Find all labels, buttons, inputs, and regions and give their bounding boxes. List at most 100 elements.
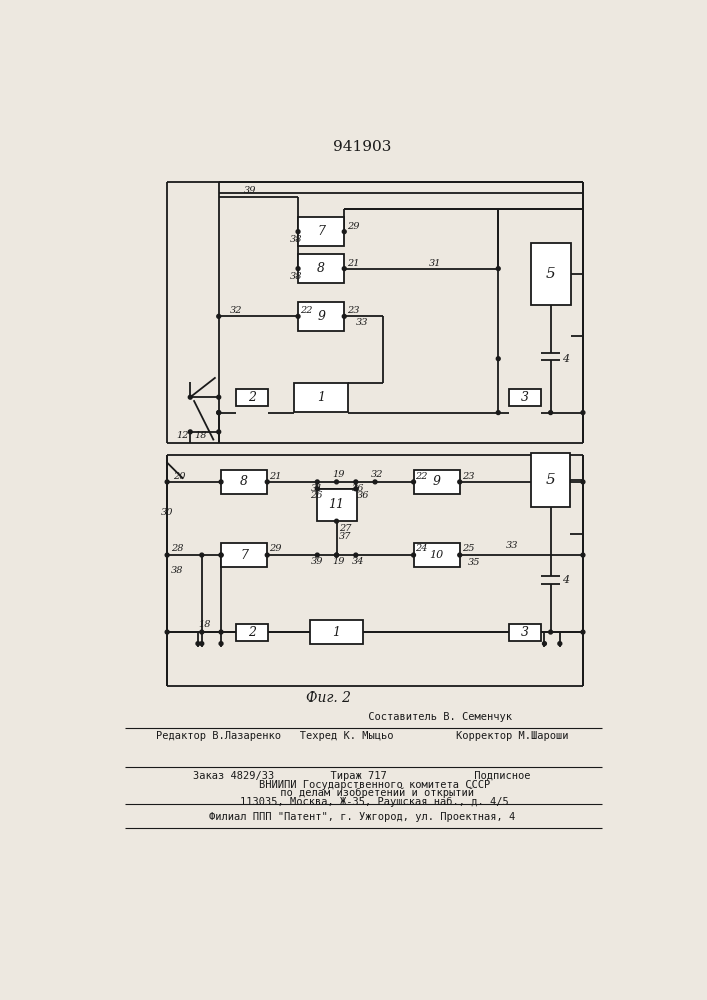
Bar [298, 302, 344, 331]
Bar [414, 470, 460, 494]
Circle shape [373, 480, 377, 484]
Circle shape [200, 553, 204, 557]
Circle shape [581, 480, 585, 484]
Text: 33: 33 [356, 318, 368, 327]
Text: 11: 11 [329, 498, 344, 512]
Circle shape [217, 411, 221, 415]
Text: Составитель В. Семенчук: Составитель В. Семенчук [212, 712, 512, 722]
Bar [509, 624, 542, 641]
Text: 5: 5 [546, 473, 556, 487]
Text: 22: 22 [300, 306, 313, 315]
Circle shape [496, 357, 500, 361]
Circle shape [165, 553, 169, 557]
Circle shape [549, 411, 553, 415]
Circle shape [542, 642, 547, 646]
Circle shape [219, 553, 223, 557]
Bar [530, 243, 571, 305]
Text: 5: 5 [546, 267, 556, 281]
Text: 8: 8 [240, 475, 248, 488]
Text: 10: 10 [430, 550, 444, 560]
Text: 34: 34 [352, 557, 364, 566]
Text: 18: 18 [194, 431, 206, 440]
Circle shape [217, 314, 221, 318]
Text: ВНИИПИ Государственного комитета СССР: ВНИИПИ Государственного комитета СССР [234, 780, 490, 790]
Text: 26: 26 [310, 491, 322, 500]
Bar [235, 624, 268, 641]
Text: 4: 4 [562, 354, 569, 364]
Circle shape [458, 553, 462, 557]
Circle shape [296, 230, 300, 234]
Bar [298, 254, 344, 283]
Text: 31: 31 [429, 259, 441, 268]
Circle shape [342, 314, 346, 318]
Circle shape [265, 553, 269, 557]
Text: 27: 27 [339, 524, 351, 533]
Circle shape [217, 411, 221, 415]
Text: 3: 3 [521, 391, 530, 404]
Text: 32: 32 [230, 306, 243, 315]
Bar [298, 217, 344, 246]
Circle shape [200, 630, 204, 634]
Circle shape [200, 642, 204, 646]
Circle shape [165, 480, 169, 484]
Text: 2: 2 [248, 391, 256, 404]
Text: Филиал ППП "Патент", г. Ужгород, ул. Проектная, 4: Филиал ППП "Патент", г. Ужгород, ул. Про… [209, 812, 515, 822]
Circle shape [265, 480, 269, 484]
Text: 22: 22 [415, 472, 428, 481]
Circle shape [581, 553, 585, 557]
Circle shape [496, 267, 500, 271]
Text: 113035, Москва, Ж-35, Раушская наб., д. 4/5: 113035, Москва, Ж-35, Раушская наб., д. … [215, 796, 509, 807]
Text: 1: 1 [317, 391, 325, 404]
Circle shape [458, 480, 462, 484]
Text: 29: 29 [269, 544, 281, 553]
Circle shape [219, 630, 223, 634]
Text: 2: 2 [248, 626, 256, 639]
Text: 8: 8 [317, 262, 325, 275]
Circle shape [219, 642, 223, 646]
Circle shape [188, 395, 192, 399]
Text: 12: 12 [176, 431, 189, 440]
Circle shape [411, 480, 416, 484]
Text: 18: 18 [198, 620, 211, 629]
Circle shape [496, 411, 500, 415]
Text: 19: 19 [333, 470, 345, 479]
Text: 29: 29 [346, 222, 359, 231]
Text: 19: 19 [333, 557, 345, 566]
Circle shape [196, 642, 200, 646]
Circle shape [334, 553, 339, 557]
Text: 35: 35 [467, 558, 480, 567]
Circle shape [219, 553, 223, 557]
Text: Фиг. 2: Фиг. 2 [306, 690, 351, 704]
Text: 36: 36 [352, 484, 364, 493]
Circle shape [217, 430, 221, 434]
Circle shape [558, 642, 562, 646]
Text: 39: 39 [244, 186, 257, 195]
Bar [294, 383, 348, 412]
Text: 7: 7 [317, 225, 325, 238]
Text: 30: 30 [161, 508, 173, 517]
Circle shape [581, 630, 585, 634]
Circle shape [354, 487, 358, 491]
Circle shape [188, 430, 192, 434]
Text: 32: 32 [371, 470, 384, 479]
Text: 20: 20 [173, 472, 186, 481]
Bar [221, 470, 267, 494]
Circle shape [315, 487, 320, 491]
Circle shape [549, 630, 553, 634]
Text: 38: 38 [291, 235, 303, 244]
Text: 7: 7 [240, 549, 248, 562]
Text: 941903: 941903 [333, 140, 391, 154]
Circle shape [217, 395, 221, 399]
Circle shape [342, 267, 346, 271]
Text: 4: 4 [562, 575, 569, 585]
Circle shape [411, 553, 416, 557]
Bar [509, 389, 542, 406]
Text: 3: 3 [521, 626, 530, 639]
Bar [310, 620, 363, 644]
Text: 38: 38 [171, 566, 184, 575]
Text: Заказ 4829/33         Тираж 717              Подписное: Заказ 4829/33 Тираж 717 Подписное [193, 771, 531, 781]
Text: 37: 37 [339, 532, 351, 541]
Text: Редактор В.Лазаренко   Техред К. Мыцьо          Корректор М.Шароши: Редактор В.Лазаренко Техред К. Мыцьо Кор… [156, 731, 568, 741]
Text: 21: 21 [269, 472, 281, 481]
Text: 21: 21 [346, 259, 359, 268]
